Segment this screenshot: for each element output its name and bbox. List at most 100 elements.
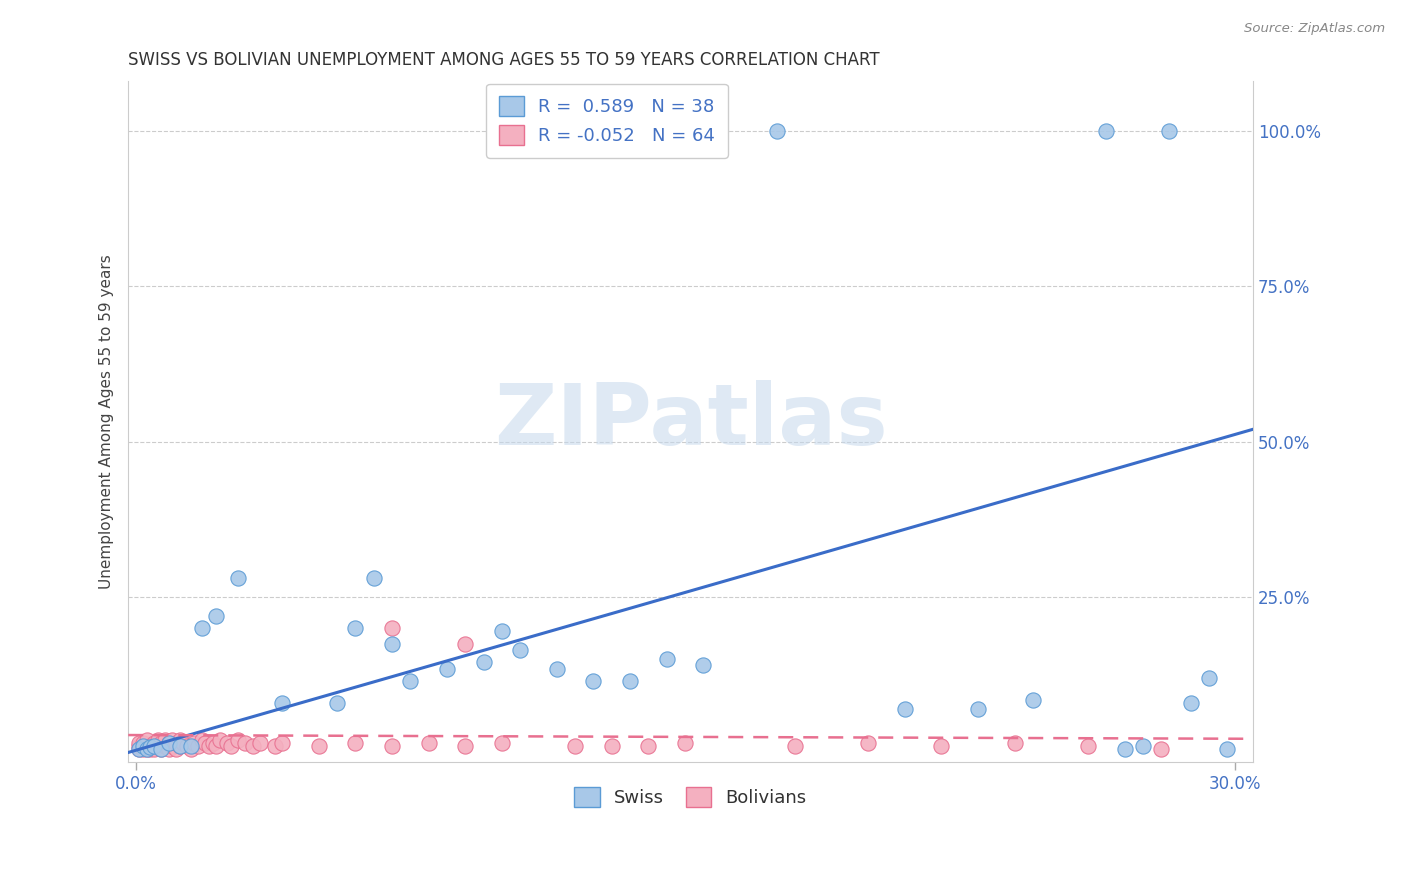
Point [692, 658, 714, 673]
Point [600, 739, 623, 754]
Point [219, 739, 242, 754]
Point [146, 739, 169, 754]
Legend: Swiss, Bolivians: Swiss, Bolivians [567, 780, 814, 814]
Point [142, 742, 165, 756]
Point [1095, 124, 1118, 138]
Point [132, 739, 155, 754]
Point [180, 742, 202, 756]
Point [150, 742, 173, 756]
Point [1157, 124, 1180, 138]
Point [637, 739, 659, 754]
Point [436, 662, 458, 676]
Point [198, 739, 221, 754]
Point [1198, 671, 1220, 685]
Point [172, 736, 194, 750]
Point [128, 736, 150, 750]
Point [150, 742, 173, 756]
Point [208, 733, 231, 747]
Point [363, 571, 385, 585]
Point [139, 742, 162, 756]
Point [1077, 739, 1099, 754]
Point [183, 736, 205, 750]
Point [128, 742, 150, 756]
Text: Source: ZipAtlas.com: Source: ZipAtlas.com [1244, 22, 1385, 36]
Point [1180, 696, 1202, 710]
Point [128, 742, 150, 756]
Point [242, 739, 264, 754]
Point [381, 739, 404, 754]
Point [180, 739, 202, 754]
Point [135, 739, 157, 754]
Point [190, 733, 212, 747]
Point [765, 124, 787, 138]
Point [472, 656, 495, 670]
Point [165, 736, 187, 750]
Point [128, 739, 150, 754]
Point [249, 736, 271, 750]
Point [176, 739, 198, 754]
Point [491, 624, 513, 639]
Point [169, 733, 191, 747]
Point [157, 742, 180, 756]
Point [187, 739, 209, 754]
Point [655, 652, 678, 666]
Point [344, 621, 367, 635]
Point [160, 739, 183, 754]
Point [160, 733, 183, 747]
Point [967, 702, 990, 716]
Point [165, 742, 187, 756]
Point [139, 740, 162, 755]
Point [381, 621, 404, 635]
Point [235, 736, 257, 750]
Point [1216, 742, 1239, 756]
Point [858, 736, 880, 750]
Point [619, 673, 641, 688]
Point [150, 736, 173, 750]
Point [418, 736, 440, 750]
Point [783, 739, 806, 754]
Point [226, 733, 249, 747]
Point [546, 662, 568, 676]
Point [205, 608, 228, 623]
Point [146, 733, 169, 747]
Point [157, 736, 180, 750]
Point [132, 739, 155, 754]
Point [509, 643, 531, 657]
Point [153, 733, 176, 747]
Point [153, 739, 176, 754]
Point [344, 736, 367, 750]
Point [673, 736, 696, 750]
Point [271, 696, 294, 710]
Point [894, 702, 917, 716]
Point [142, 739, 165, 754]
Point [454, 637, 477, 651]
Point [1132, 739, 1154, 754]
Point [135, 742, 157, 756]
Point [132, 736, 155, 750]
Point [135, 733, 157, 747]
Point [454, 739, 477, 754]
Point [217, 736, 239, 750]
Point [169, 739, 191, 754]
Point [491, 736, 513, 750]
Point [263, 739, 285, 754]
Point [564, 739, 586, 754]
Point [190, 621, 212, 635]
Point [271, 736, 294, 750]
Point [399, 673, 422, 688]
Point [139, 739, 162, 754]
Point [142, 736, 165, 750]
Text: ZIPatlas: ZIPatlas [494, 380, 887, 463]
Point [135, 742, 157, 756]
Text: SWISS VS BOLIVIAN UNEMPLOYMENT AMONG AGES 55 TO 59 YEARS CORRELATION CHART: SWISS VS BOLIVIAN UNEMPLOYMENT AMONG AGE… [128, 51, 880, 69]
Point [308, 739, 330, 754]
Point [132, 742, 155, 756]
Point [169, 739, 191, 754]
Point [1114, 742, 1136, 756]
Point [205, 739, 228, 754]
Point [1150, 742, 1173, 756]
Point [157, 736, 180, 750]
Point [194, 736, 217, 750]
Point [582, 673, 605, 688]
Point [381, 637, 404, 651]
